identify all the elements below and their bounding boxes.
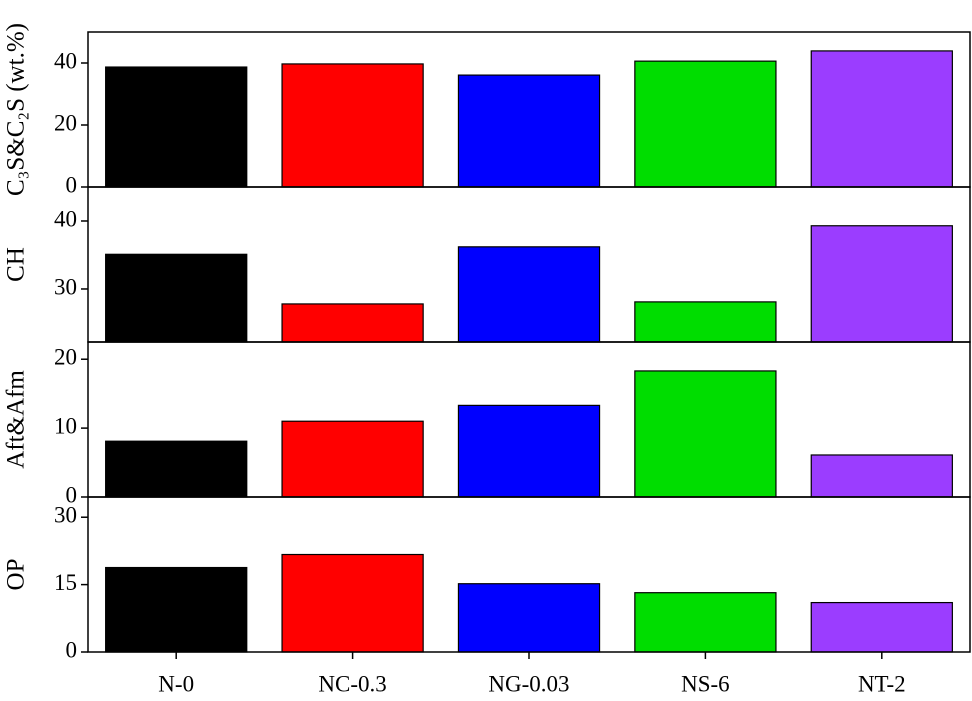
bar — [634, 370, 777, 498]
bar — [634, 592, 777, 653]
x-tick-label: NG-0.03 — [488, 671, 569, 696]
bar — [105, 253, 248, 343]
bar — [281, 553, 424, 653]
y-axis-label: C₃S&C₂S (wt.%) — [3, 23, 30, 196]
bar — [457, 74, 601, 188]
y-tick-label: 40 — [54, 48, 77, 73]
bar — [281, 63, 424, 188]
bar — [457, 246, 601, 343]
x-tick-label: NS-6 — [681, 671, 730, 696]
y-tick-label: 20 — [54, 110, 77, 135]
y-tick-label: 10 — [54, 413, 77, 438]
bar — [281, 420, 424, 498]
y-axis-label: CH — [3, 247, 30, 282]
y-axis-label: Aft&Afm — [3, 370, 30, 469]
y-tick-label: 0 — [66, 637, 78, 662]
x-tick-label: NT-2 — [858, 671, 906, 696]
x-tick-label: N-0 — [158, 671, 194, 696]
bar — [281, 303, 424, 343]
bar — [105, 566, 248, 653]
y-tick-label: 0 — [66, 172, 78, 197]
bar — [105, 440, 248, 498]
x-tick-label: NC-0.3 — [318, 671, 386, 696]
bar — [810, 50, 953, 188]
bar — [810, 454, 953, 498]
bar — [457, 583, 601, 653]
bar — [457, 404, 601, 498]
bar — [810, 225, 953, 343]
bar — [634, 60, 777, 188]
bar — [634, 301, 777, 343]
bar — [105, 66, 248, 188]
y-tick-label: 15 — [54, 570, 77, 595]
y-axis-label: OP — [3, 559, 30, 591]
y-tick-label: 40 — [54, 206, 77, 231]
y-tick-label: 30 — [54, 274, 77, 299]
y-tick-label: 20 — [54, 345, 77, 370]
bar — [810, 601, 953, 653]
y-tick-label: 0 — [66, 482, 78, 507]
y-tick-label: 30 — [54, 502, 77, 527]
